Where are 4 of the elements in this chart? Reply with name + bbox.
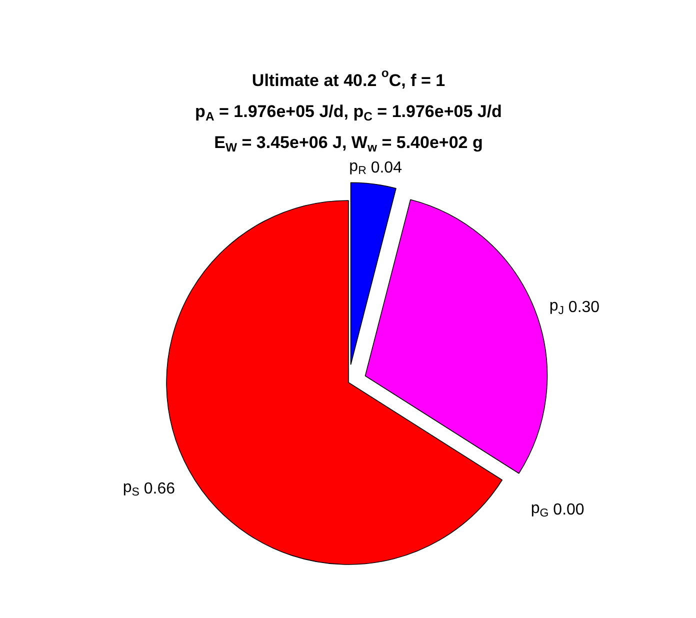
data-label: 0.04	[370, 159, 402, 176]
data-label: 0.66	[144, 480, 176, 498]
text: 0.00	[553, 502, 584, 519]
data-label: 0.30	[568, 299, 600, 316]
